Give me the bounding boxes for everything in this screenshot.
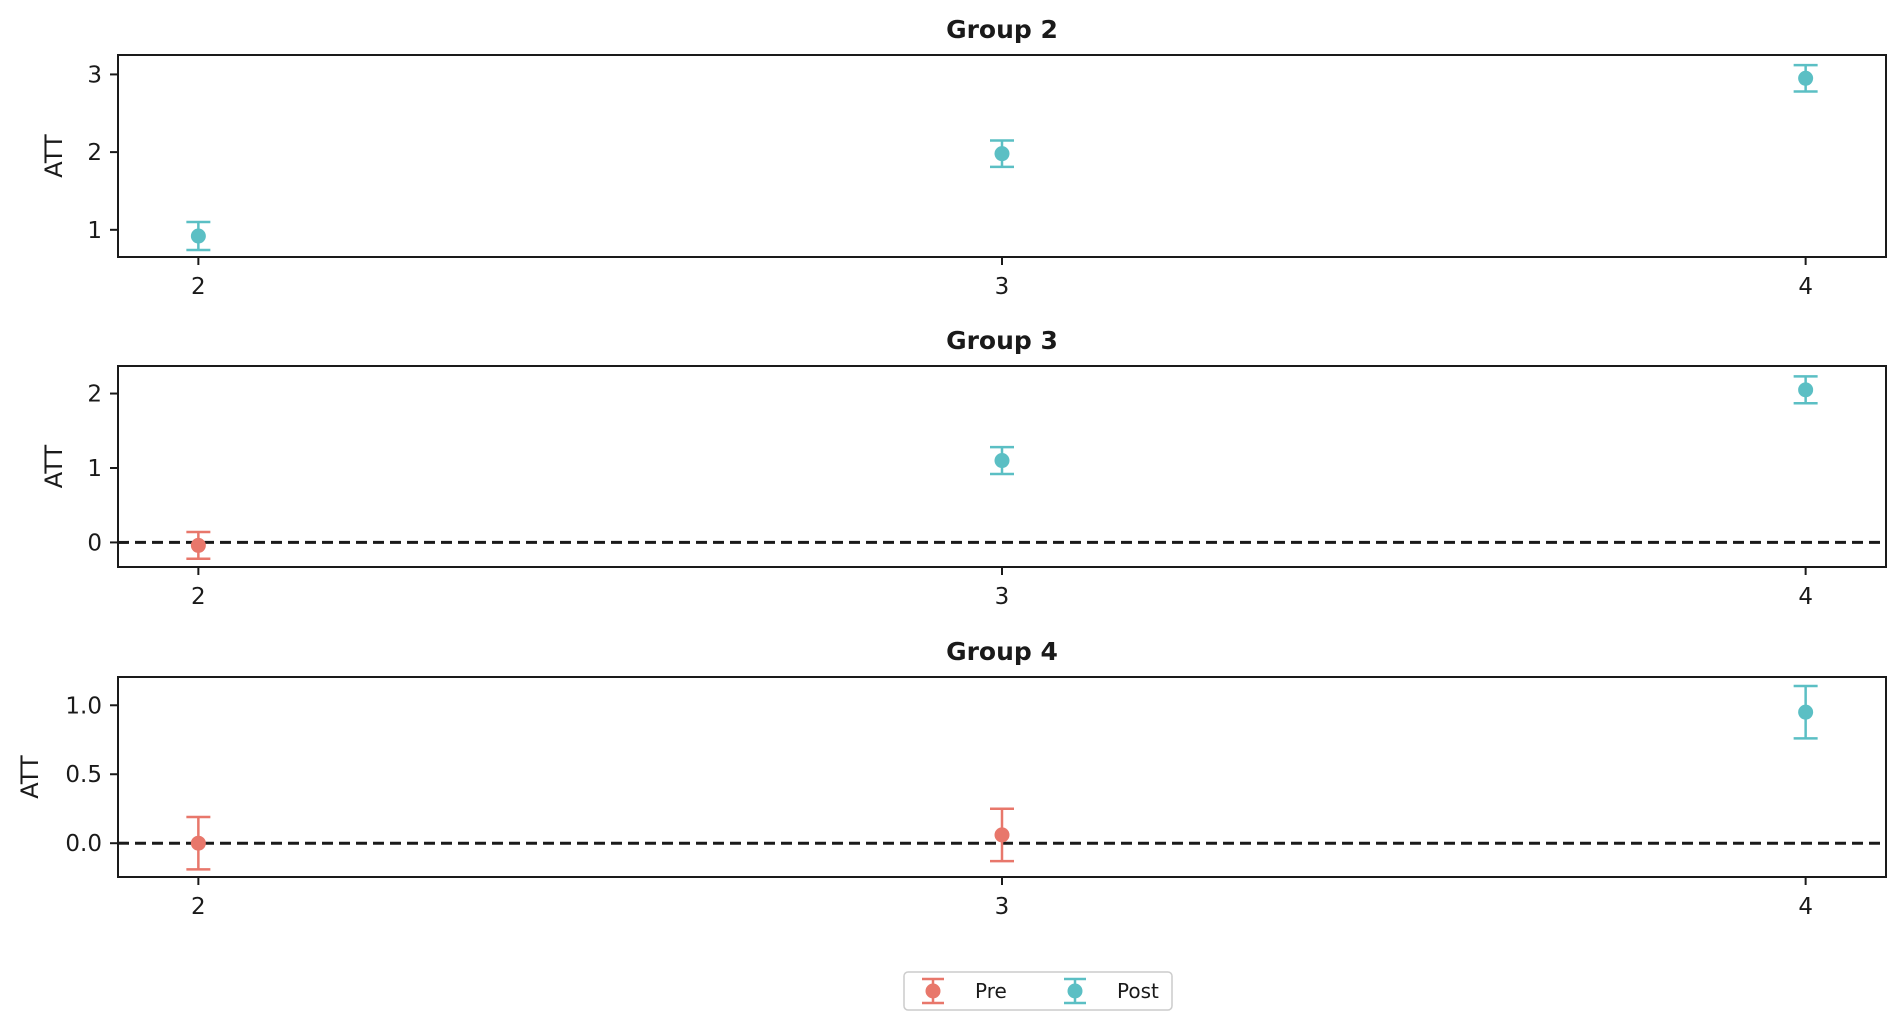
panel-1: Group 2 2 3 4 1 2 3 ATT xyxy=(40,15,1886,300)
x-tick-label: 2 xyxy=(191,274,206,300)
y-tick-label: 1 xyxy=(87,218,102,244)
legend-label-post: Post xyxy=(1117,979,1159,1003)
point-marker xyxy=(1798,382,1813,397)
y-tick-label: 2 xyxy=(87,382,102,408)
x-tick-label: 2 xyxy=(191,584,206,610)
x-tick-label: 4 xyxy=(1798,584,1813,610)
y-tick-label: 3 xyxy=(87,62,102,88)
x-tick-label: 4 xyxy=(1798,274,1813,300)
point-pre-x3 xyxy=(990,809,1014,861)
y-tick-label: 1 xyxy=(87,456,102,482)
panel-title: Group 3 xyxy=(946,326,1058,355)
point-marker xyxy=(191,836,206,851)
point-marker xyxy=(995,453,1010,468)
y-tick-label: 0 xyxy=(87,530,102,556)
panel-title: Group 4 xyxy=(946,637,1058,666)
y-tick-label: 2 xyxy=(87,140,102,166)
point-marker xyxy=(191,538,206,553)
panel-title: Group 2 xyxy=(946,15,1058,44)
y-tick-label: 0.0 xyxy=(65,831,102,857)
panel-3: Group 4 2 3 4 0.0 0.5 1.0 ATT xyxy=(16,637,1886,920)
y-axis-label: ATT xyxy=(16,755,44,799)
x-tick-label: 4 xyxy=(1798,894,1813,920)
panels: Group 2 2 3 4 1 2 3 ATT Group 3 2 3 4 0 1 2 ATT Group 4 2… xyxy=(16,15,1886,920)
point-post-x4 xyxy=(1794,376,1818,403)
point-post-x2 xyxy=(186,222,210,250)
y-tick-label: 1.0 xyxy=(65,693,102,719)
panel-2: Group 3 2 3 4 0 1 2 ATT xyxy=(40,326,1886,610)
point-marker xyxy=(995,146,1010,161)
x-tick-label: 3 xyxy=(995,274,1010,300)
x-tick-label: 3 xyxy=(995,584,1010,610)
legend-label-pre: Pre xyxy=(975,979,1007,1003)
point-post-x3 xyxy=(990,447,1014,474)
x-tick-label: 2 xyxy=(191,894,206,920)
x-tick-label: 3 xyxy=(995,894,1010,920)
point-post-x4 xyxy=(1794,686,1818,738)
point-marker xyxy=(995,827,1010,842)
y-axis-label: ATT xyxy=(40,444,68,488)
y-axis-label: ATT xyxy=(40,134,68,178)
point-post-x4 xyxy=(1794,65,1818,91)
legend: Pre Post xyxy=(904,972,1172,1010)
point-pre-x2 xyxy=(186,532,210,559)
legend-marker xyxy=(926,984,941,999)
point-marker xyxy=(1798,705,1813,720)
point-post-x3 xyxy=(990,140,1014,166)
y-tick-label: 0.5 xyxy=(65,762,102,788)
point-marker xyxy=(1798,71,1813,86)
legend-marker xyxy=(1068,984,1083,999)
point-marker xyxy=(191,229,206,244)
